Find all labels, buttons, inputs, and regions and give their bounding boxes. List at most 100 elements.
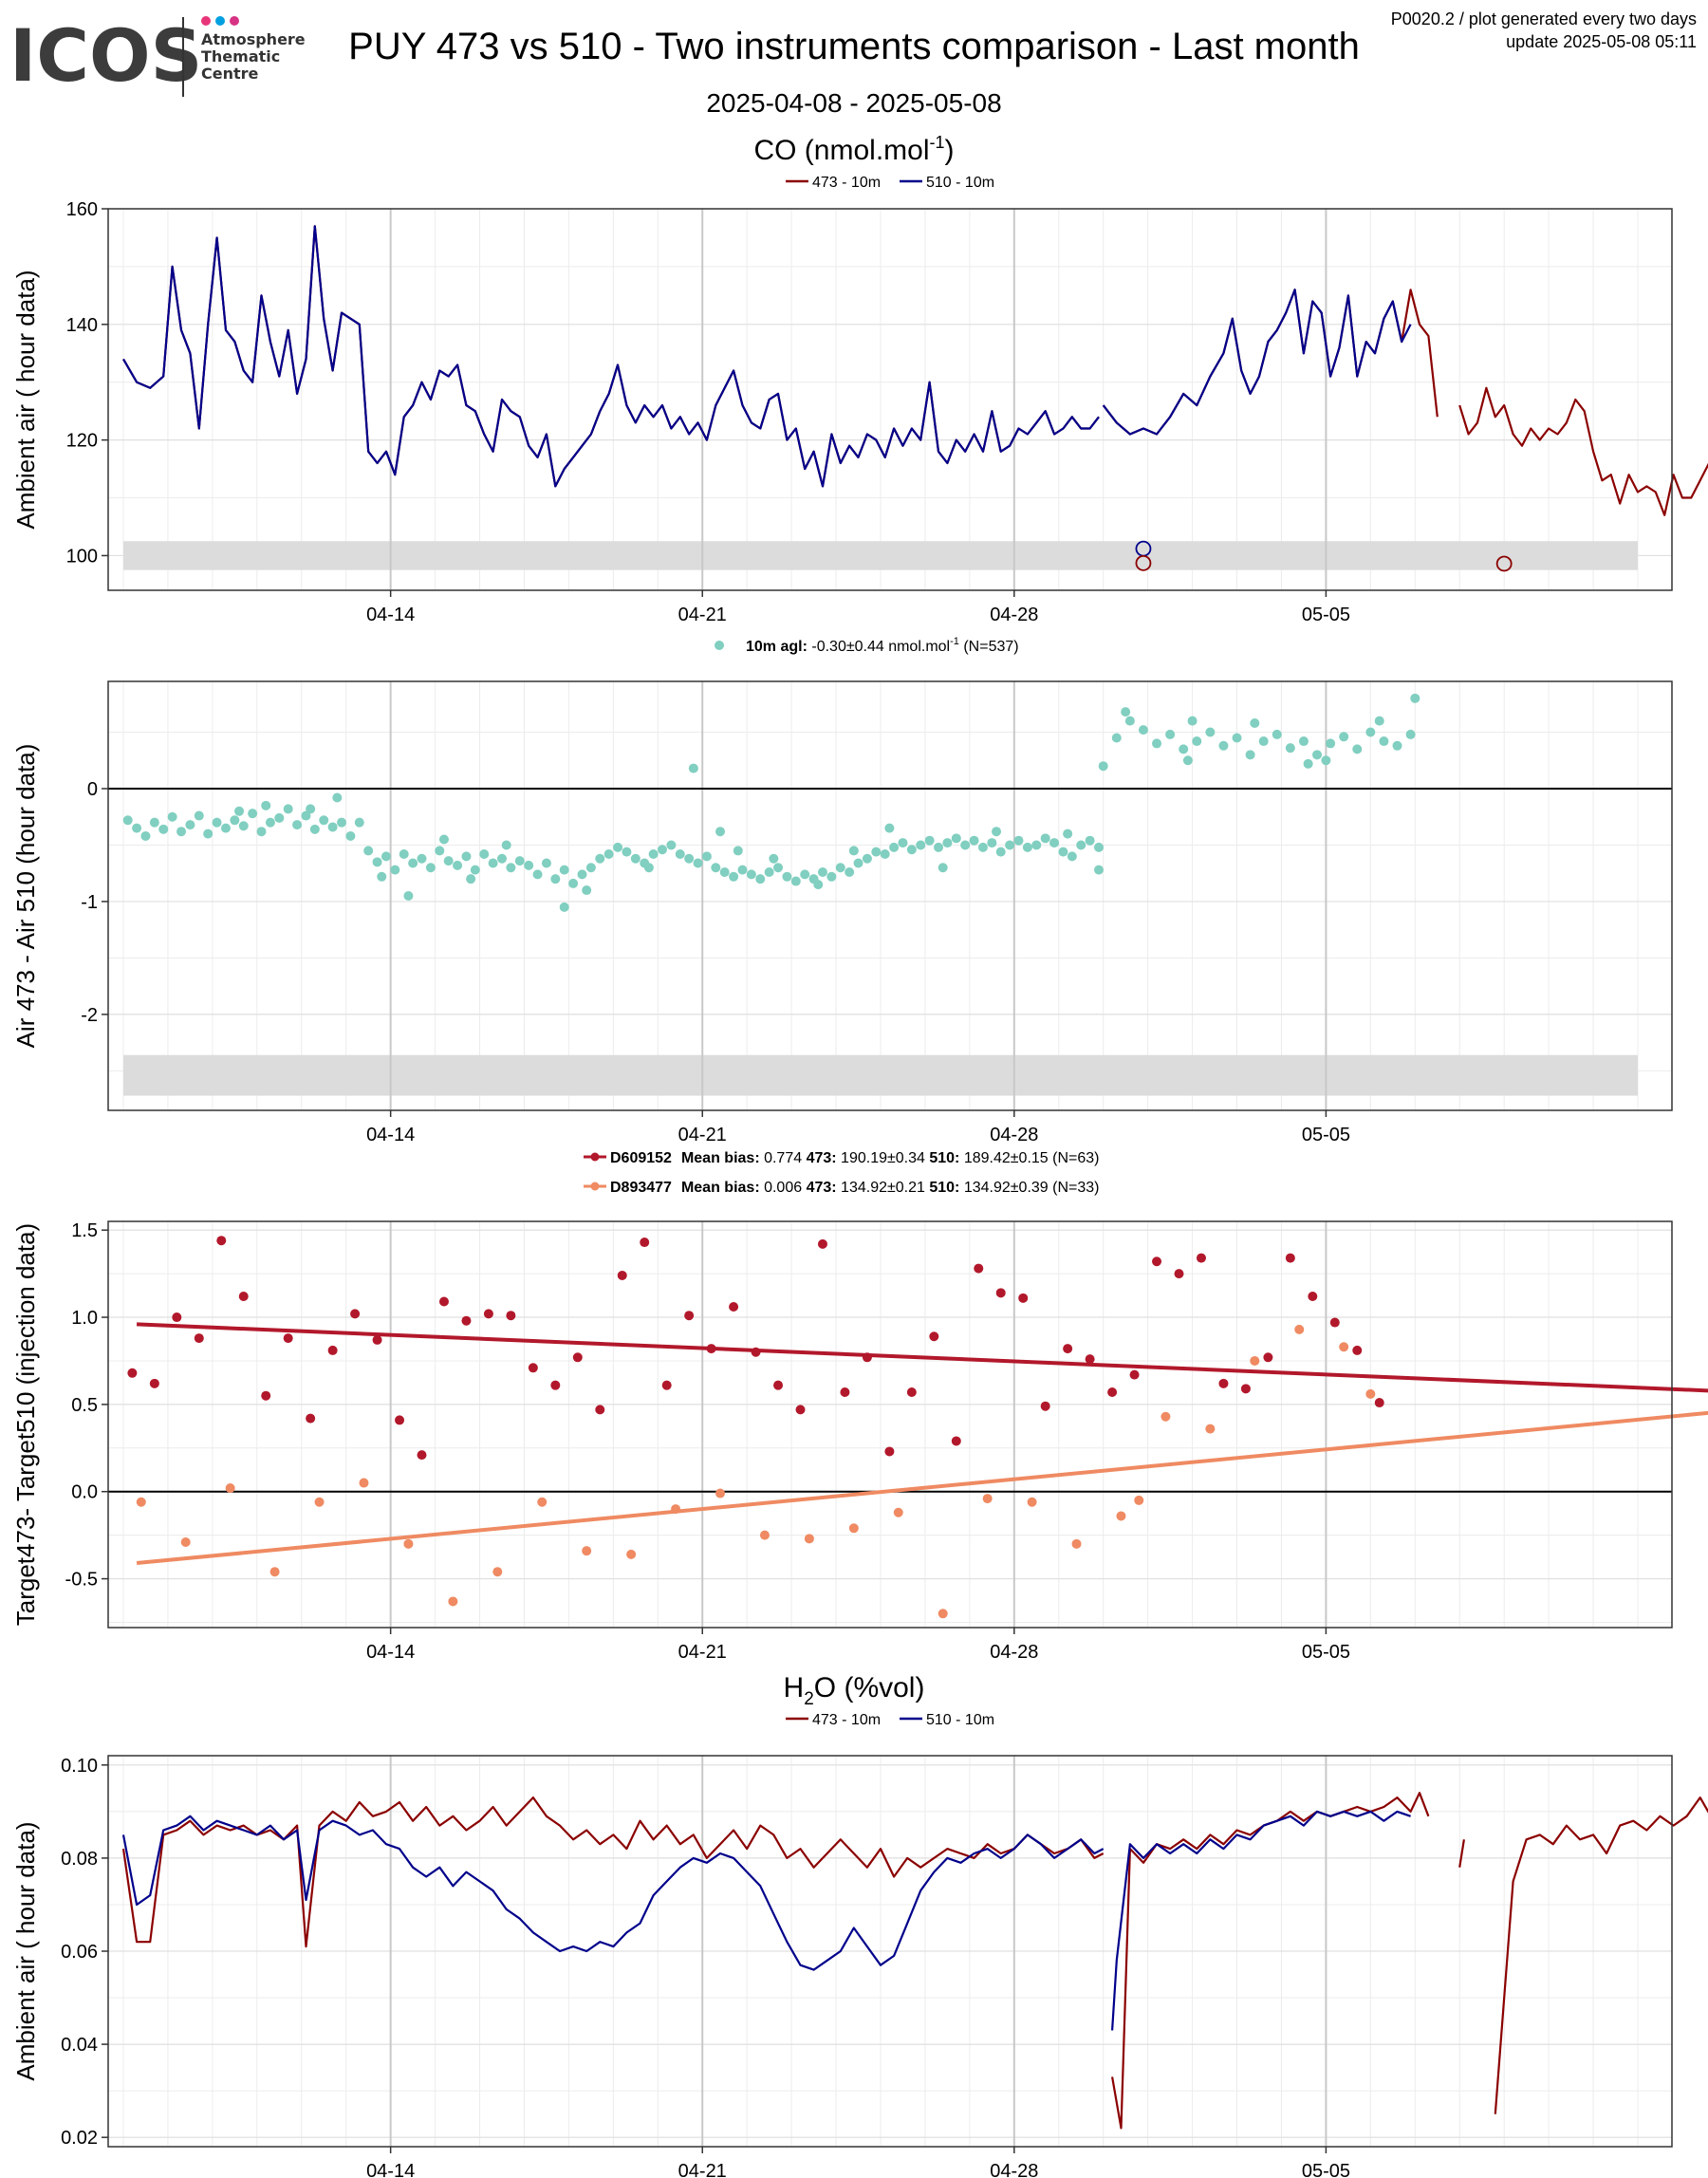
series-line-473-10m: [1458, 1839, 1465, 1868]
data-point-10m-agl: [1374, 716, 1384, 726]
tolerance-band: [123, 541, 1638, 570]
data-point-10m-agl: [1152, 738, 1162, 749]
data-point-10m-agl: [1379, 736, 1389, 747]
data-point-d609152: [461, 1315, 472, 1326]
data-point-10m-agl: [1392, 740, 1402, 751]
x-tick-label: 04-21: [678, 1642, 727, 1663]
x-tick-label: 05-05: [1302, 1125, 1350, 1145]
h2o-panel-title: H2O (%vol): [784, 1672, 925, 1709]
data-point-10m-agl: [1258, 736, 1269, 747]
data-point-10m-agl: [1205, 727, 1216, 737]
data-point-10m-agl: [746, 869, 756, 880]
target-legend-bias-2: 0.006: [760, 1180, 807, 1196]
data-point-10m-agl: [506, 863, 516, 873]
data-point-10m-agl: [585, 863, 596, 873]
x-tick-label: 04-14: [366, 2161, 415, 2178]
data-point-10m-agl: [559, 865, 569, 875]
data-point-d609152: [1285, 1253, 1295, 1263]
h2o-legend: 473 - 10m 510 - 10m: [786, 1712, 994, 1728]
y-tick-label: 1.0: [71, 1308, 98, 1329]
y-tick-label: 120: [66, 431, 98, 452]
target-legend-473-1: 190.19±0.34: [837, 1150, 930, 1166]
data-point-d609152: [306, 1413, 316, 1424]
data-point-d893477: [715, 1488, 726, 1499]
data-point-d893477: [180, 1536, 191, 1547]
data-point-10m-agl: [1121, 707, 1131, 717]
data-point-d609152: [261, 1390, 271, 1401]
data-point-10m-agl: [1218, 740, 1229, 751]
data-point-d893477: [1071, 1538, 1082, 1549]
data-point-10m-agl: [541, 858, 551, 868]
data-point-10m-agl: [559, 902, 569, 912]
target-chart: -0.5 0.0 0.5 1.0 1.5 04-14 04-21 04-28 05-05 Targ…: [11, 1220, 1708, 1663]
data-point-10m-agl: [643, 863, 654, 873]
data-point-10m-agl: [769, 853, 779, 864]
data-point-10m-agl: [755, 874, 766, 884]
data-point-10m-agl: [230, 815, 240, 826]
data-point-10m-agl: [934, 842, 944, 852]
data-point-10m-agl: [1192, 736, 1202, 747]
data-point-10m-agl: [960, 840, 971, 850]
trend-line-d609152: [136, 1322, 1708, 1393]
data-point-10m-agl: [408, 858, 418, 868]
co-title-sup: -1: [930, 133, 945, 152]
data-point-10m-agl: [657, 845, 667, 855]
data-point-d893477: [982, 1494, 993, 1504]
data-point-10m-agl: [301, 810, 311, 821]
data-point-10m-agl: [466, 874, 476, 884]
data-point-10m-agl: [1058, 847, 1068, 857]
data-point-d609152: [127, 1368, 138, 1378]
data-point-10m-agl: [497, 853, 507, 864]
diff-legend-stat: -0.30±0.44 nmol.mol: [808, 639, 950, 655]
target-legend-473-label-2: 473:: [807, 1180, 837, 1196]
data-point-10m-agl: [332, 792, 343, 803]
x-tick-label: 05-05: [1302, 1642, 1350, 1663]
data-point-d893477: [893, 1507, 903, 1517]
data-point-10m-agl: [1094, 842, 1105, 852]
data-point-10m-agl: [381, 851, 391, 862]
target-legend-name-d893477: D893477: [610, 1180, 672, 1196]
data-point-d609152: [795, 1405, 806, 1415]
data-point-d609152: [661, 1380, 672, 1390]
data-point-10m-agl: [1245, 750, 1255, 760]
y-axis-label: Ambient air ( hour data): [11, 1821, 40, 2080]
x-tick-label: 04-21: [678, 1125, 727, 1145]
data-point-10m-agl: [438, 834, 449, 845]
target-legend-510-label-2: 510:: [929, 1180, 959, 1196]
data-point-10m-agl: [194, 810, 204, 821]
data-point-d893477: [314, 1497, 325, 1507]
h2o-title-sub: 2: [804, 1689, 814, 1709]
data-point-d609152: [1107, 1387, 1118, 1398]
data-point-d893477: [1294, 1324, 1305, 1334]
data-point-d893477: [626, 1549, 637, 1559]
data-point-10m-agl: [582, 885, 592, 896]
h2o-title-tail: O (%vol): [814, 1672, 925, 1703]
x-tick-label: 04-28: [990, 1642, 1038, 1663]
data-point-10m-agl: [1272, 729, 1282, 739]
data-point-d609152: [1152, 1257, 1162, 1267]
data-point-10m-agl: [613, 842, 623, 852]
co-legend-label-473: 473 - 10m: [812, 175, 881, 191]
data-point-10m-agl: [1165, 729, 1176, 739]
header: ICOS Atmosphere Thematic Centre PUY 473 …: [9, 9, 1697, 118]
data-point-10m-agl: [1013, 835, 1024, 846]
data-point-10m-agl: [826, 871, 837, 882]
data-point-10m-agl: [666, 840, 677, 850]
data-point-10m-agl: [550, 874, 561, 884]
co-title-main: CO (nmol.mol: [753, 135, 929, 166]
data-point-10m-agl: [845, 867, 855, 878]
data-point-d609152: [929, 1331, 939, 1342]
data-point-10m-agl: [399, 848, 409, 859]
data-point-d609152: [172, 1312, 182, 1323]
data-point-d893477: [1205, 1424, 1216, 1434]
data-point-10m-agl: [675, 848, 685, 859]
data-point-10m-agl: [773, 863, 784, 873]
data-point-10m-agl: [1187, 716, 1197, 726]
data-point-d893477: [848, 1523, 859, 1534]
data-point-10m-agl: [853, 858, 863, 868]
data-point-d893477: [448, 1596, 458, 1607]
data-point-d893477: [1339, 1342, 1349, 1352]
data-point-10m-agl: [372, 857, 382, 867]
data-point-10m-agl: [514, 856, 525, 866]
